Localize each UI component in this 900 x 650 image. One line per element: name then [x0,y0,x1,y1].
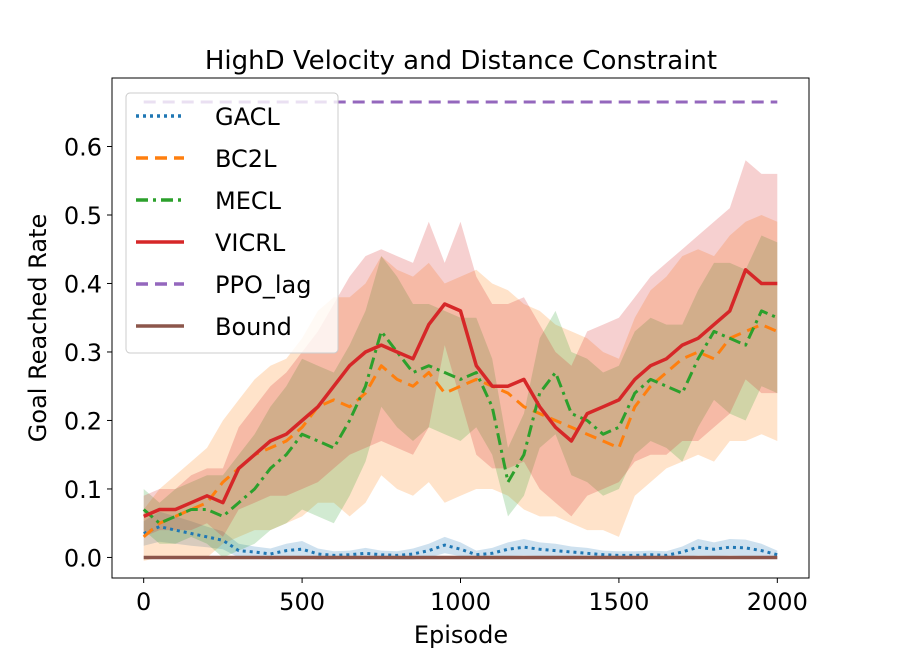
y-tick-label: 0.4 [64,270,102,298]
y-tick-label: 0.6 [64,133,102,161]
legend-label-bc2l: BC2L [215,145,277,173]
x-tick-label: 1000 [430,588,491,616]
legend: GACL BC2L MECL VICRL PPO_lag Bound [125,92,339,354]
chart-title: HighD Velocity and Distance Constraint [205,46,717,76]
uncertainty-bands [143,160,778,561]
y-tick-label: 0.2 [64,407,102,435]
legend-label-vicrl: VICRL [215,229,286,257]
x-axis-ticks: 0 500 1000 1500 2000 [136,578,808,616]
x-tick-label: 2000 [747,588,808,616]
y-tick-label: 0.5 [64,202,102,230]
legend-label-ppo-lag: PPO_lag [215,271,311,299]
series-line-gacl [143,525,778,557]
band-gacl [143,511,778,560]
legend-label-bound: Bound [215,313,292,341]
y-axis-label: Goal Reached Rate [24,214,52,442]
legend-label-gacl: GACL [215,103,280,131]
band-vicrl [143,160,778,537]
x-tick-label: 500 [279,588,325,616]
band-bc2l [143,215,778,561]
y-axis-ticks: 0.0 0.1 0.2 0.3 0.4 0.5 0.6 [64,133,112,572]
x-tick-label: 1500 [588,588,649,616]
band-mecl [143,235,778,558]
series-line-vicrl [142,268,778,519]
x-tick-label: 0 [136,588,151,616]
series-line-mecl [142,309,778,525]
y-tick-label: 0.3 [64,339,102,367]
legend-label-mecl: MECL [215,187,282,215]
y-tick-label: 0.0 [64,544,102,572]
y-tick-label: 0.1 [64,476,102,504]
x-axis-label: Episode [414,621,508,649]
